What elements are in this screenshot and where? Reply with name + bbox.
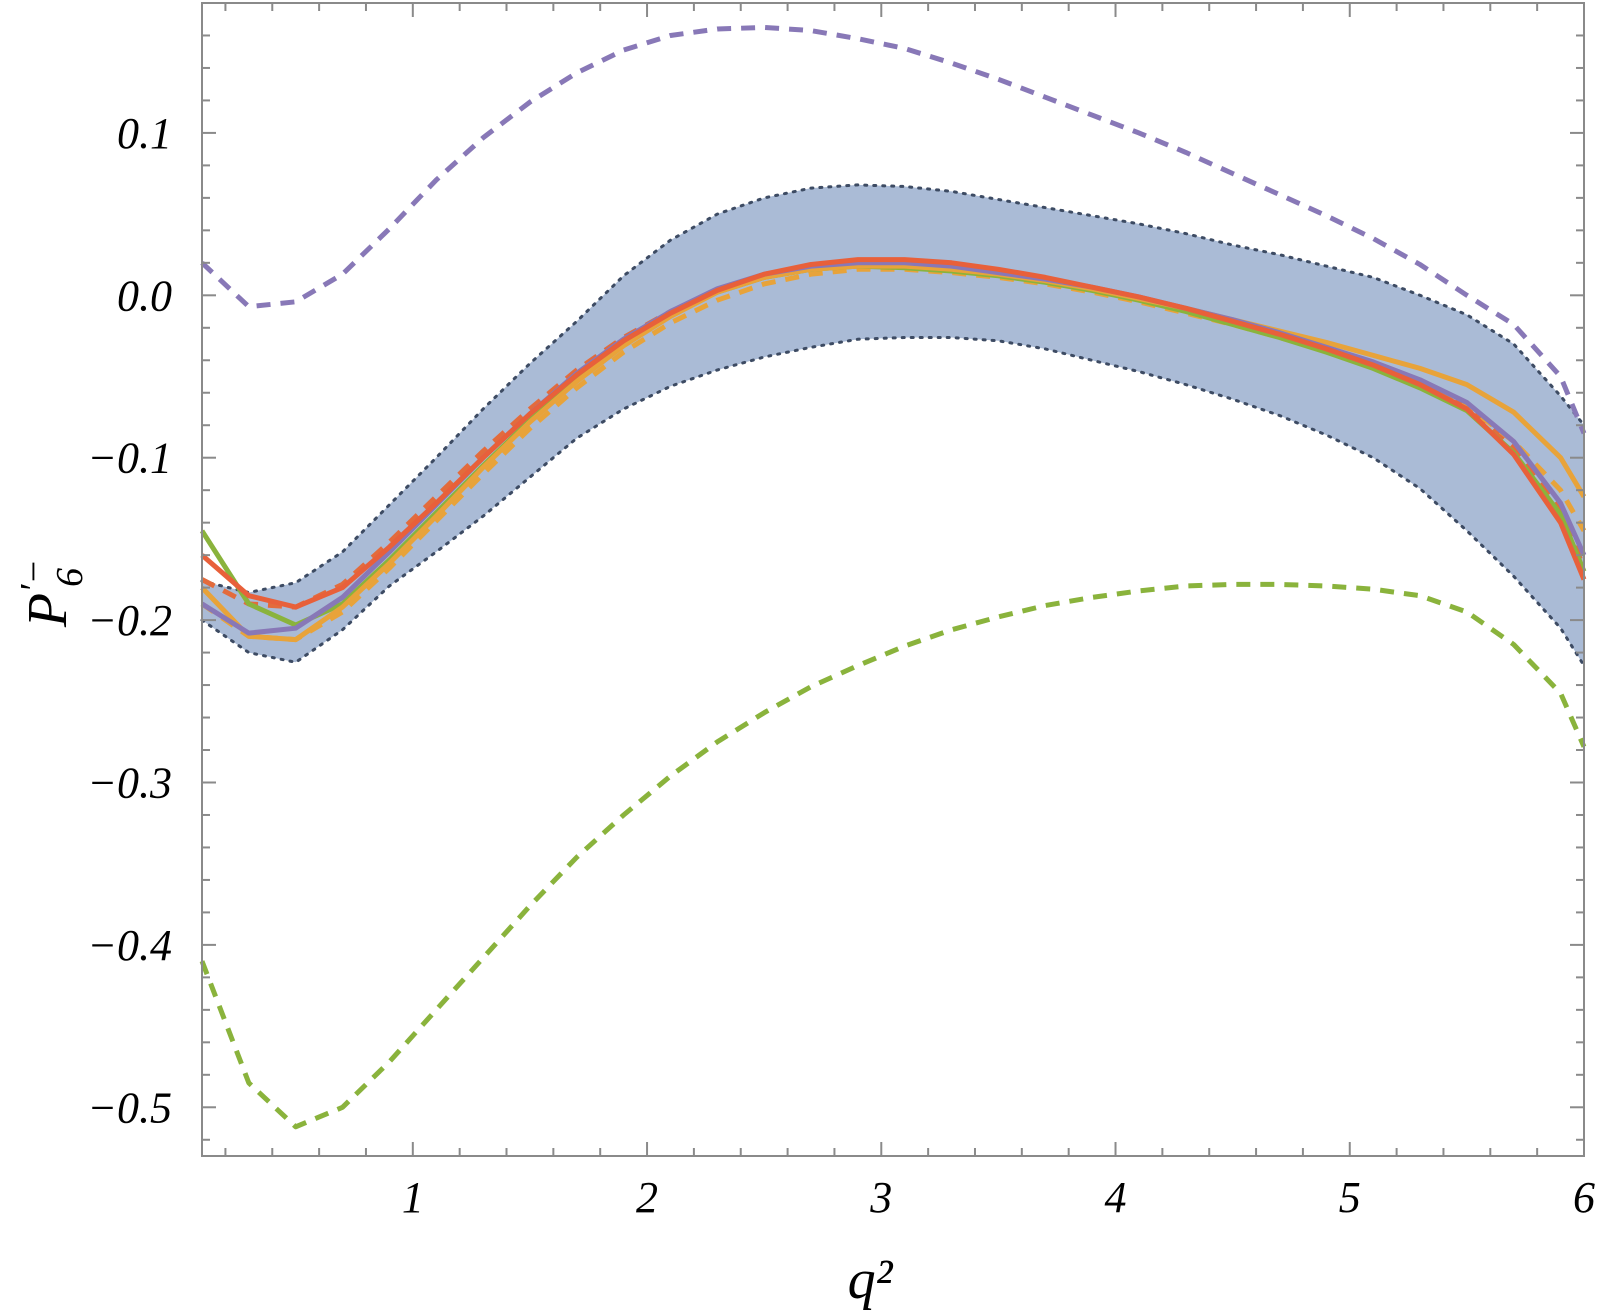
y-tick-label: 0.1 — [117, 109, 172, 158]
series-line-8 — [200, 257, 1587, 610]
y-tick-label: 0.0 — [117, 271, 172, 320]
y-tick-label: −0.1 — [87, 434, 172, 483]
y-tick-label: −0.2 — [87, 596, 172, 645]
svg-text:P′−6: P′−6 — [13, 559, 91, 628]
axis-ticks: 1 2 3 4 5 6 0.1 0.0 −0.1 −0.2 −0.3 −0.4 −0.5 — [87, 2, 1595, 1222]
plot-border — [201, 2, 1585, 1157]
x-tick-label: 6 — [1573, 1173, 1595, 1222]
x-tick-label: 3 — [869, 1173, 892, 1222]
band-lower-edge — [200, 336, 1586, 668]
y-axis-title-sup: ′− — [13, 559, 55, 593]
uncertainty-band — [200, 183, 1586, 668]
series-line-6 — [200, 263, 1587, 643]
y-axis-title-sub: 6 — [49, 568, 91, 587]
x-tick-label: 4 — [1105, 1173, 1127, 1222]
x-axis-title: q² — [848, 1249, 894, 1311]
band-fill — [202, 184, 1584, 666]
plot-frame — [201, 2, 1585, 1157]
y-tick-label: −0.3 — [87, 758, 172, 807]
series-lines — [199, 24, 1587, 1130]
series-line-1 — [200, 24, 1587, 435]
x-tick-label: 2 — [636, 1173, 658, 1222]
y-axis-title-base: P — [17, 593, 79, 628]
series-line-2 — [199, 581, 1587, 1130]
x-tick-label: 1 — [402, 1173, 424, 1222]
y-axis-title: P′−6 — [13, 559, 91, 628]
y-tick-label: −0.5 — [87, 1083, 172, 1132]
y-tick-label: −0.4 — [87, 921, 172, 970]
x-tick-label: 5 — [1339, 1173, 1361, 1222]
